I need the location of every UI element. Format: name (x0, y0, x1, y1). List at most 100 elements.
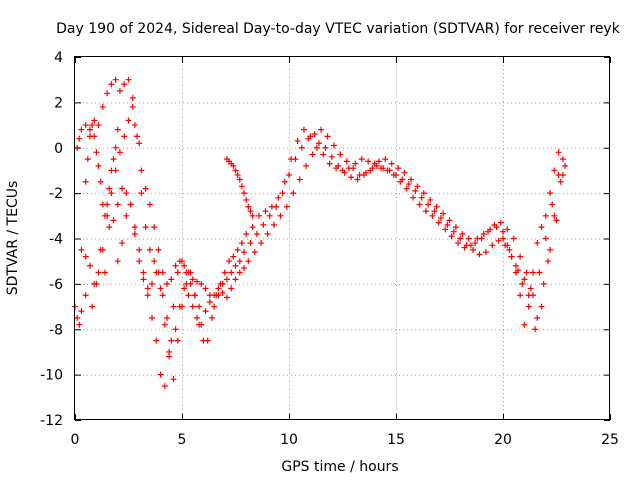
data-point (547, 246, 554, 253)
series-4 (82, 122, 121, 219)
data-point (521, 321, 528, 328)
data-point (219, 280, 226, 287)
data-point (500, 228, 506, 235)
data-point (437, 215, 444, 222)
data-point (448, 233, 455, 240)
data-point (146, 246, 153, 253)
data-point (181, 262, 188, 269)
data-point (337, 151, 344, 158)
data-point (116, 149, 123, 156)
data-point (354, 176, 361, 183)
data-point (78, 246, 85, 253)
data-point (328, 153, 335, 160)
data-point (532, 326, 539, 333)
data-point (504, 226, 511, 233)
data-point (542, 235, 549, 242)
chart-title: Day 190 of 2024, Sidereal Day-to-day VTE… (56, 21, 621, 37)
data-point (238, 240, 245, 247)
data-point (245, 203, 252, 210)
data-point (416, 201, 423, 208)
data-point (123, 212, 130, 219)
series-3 (223, 156, 256, 219)
data-point (114, 258, 121, 265)
data-point (168, 337, 175, 344)
data-point (144, 292, 151, 299)
data-point (74, 314, 81, 321)
data-point (343, 158, 350, 165)
data-point (512, 269, 519, 276)
data-point (211, 303, 218, 310)
data-point (382, 156, 389, 163)
data-point (89, 122, 96, 129)
x-tick-label: 20 (494, 432, 512, 448)
data-point (176, 258, 183, 265)
data-point (91, 280, 98, 287)
data-point (480, 230, 487, 237)
data-point (151, 224, 158, 231)
data-point (420, 190, 427, 197)
data-point (290, 190, 297, 197)
y-tick-label: -10 (40, 368, 63, 384)
data-point (232, 262, 239, 269)
data-point (555, 149, 562, 156)
data-point (129, 94, 136, 101)
data-point (174, 269, 181, 276)
data-point (399, 176, 406, 183)
data-point (84, 156, 91, 163)
data-point (202, 285, 209, 292)
data-point (277, 212, 284, 219)
data-point (547, 190, 554, 197)
data-point (121, 81, 128, 88)
data-point (495, 237, 502, 244)
y-tick-label: -2 (49, 186, 63, 202)
data-point (264, 230, 271, 237)
data-point (358, 156, 365, 163)
data-point (91, 117, 98, 124)
series-1 (74, 76, 566, 310)
data-point (485, 228, 492, 235)
data-point (144, 285, 151, 292)
data-point (271, 221, 278, 228)
data-point (262, 208, 269, 215)
data-point (322, 144, 329, 151)
data-point (230, 253, 237, 260)
data-point (89, 303, 96, 310)
data-point (149, 280, 156, 287)
data-point (198, 280, 205, 287)
y-tick-label: -4 (49, 232, 63, 248)
data-point (412, 187, 419, 194)
data-point (149, 314, 156, 321)
data-point (512, 262, 519, 269)
data-point (303, 162, 310, 169)
data-point (196, 303, 203, 310)
x-tick-label: 25 (601, 432, 619, 448)
data-point (119, 240, 126, 247)
x-tick-label: 15 (387, 432, 405, 448)
data-point (536, 269, 543, 276)
data-point (159, 292, 166, 299)
data-point (425, 201, 432, 208)
data-point (470, 246, 477, 253)
data-point (491, 221, 498, 228)
data-point (431, 208, 438, 215)
data-point (504, 242, 511, 249)
data-point (243, 230, 250, 237)
data-point (97, 178, 104, 185)
data-point (116, 88, 123, 95)
data-point (112, 144, 119, 151)
data-point (196, 321, 203, 328)
data-point (500, 235, 506, 242)
data-point (151, 258, 158, 265)
data-point (266, 212, 273, 219)
data-point (91, 133, 98, 140)
data-point (551, 212, 558, 219)
data-point (110, 156, 117, 163)
data-point (236, 176, 243, 183)
data-point (517, 292, 524, 299)
data-point (123, 190, 130, 197)
data-point (82, 253, 89, 260)
data-point (341, 169, 348, 176)
x-axis-label: GPS time / hours (281, 459, 398, 475)
data-points (72, 76, 569, 389)
